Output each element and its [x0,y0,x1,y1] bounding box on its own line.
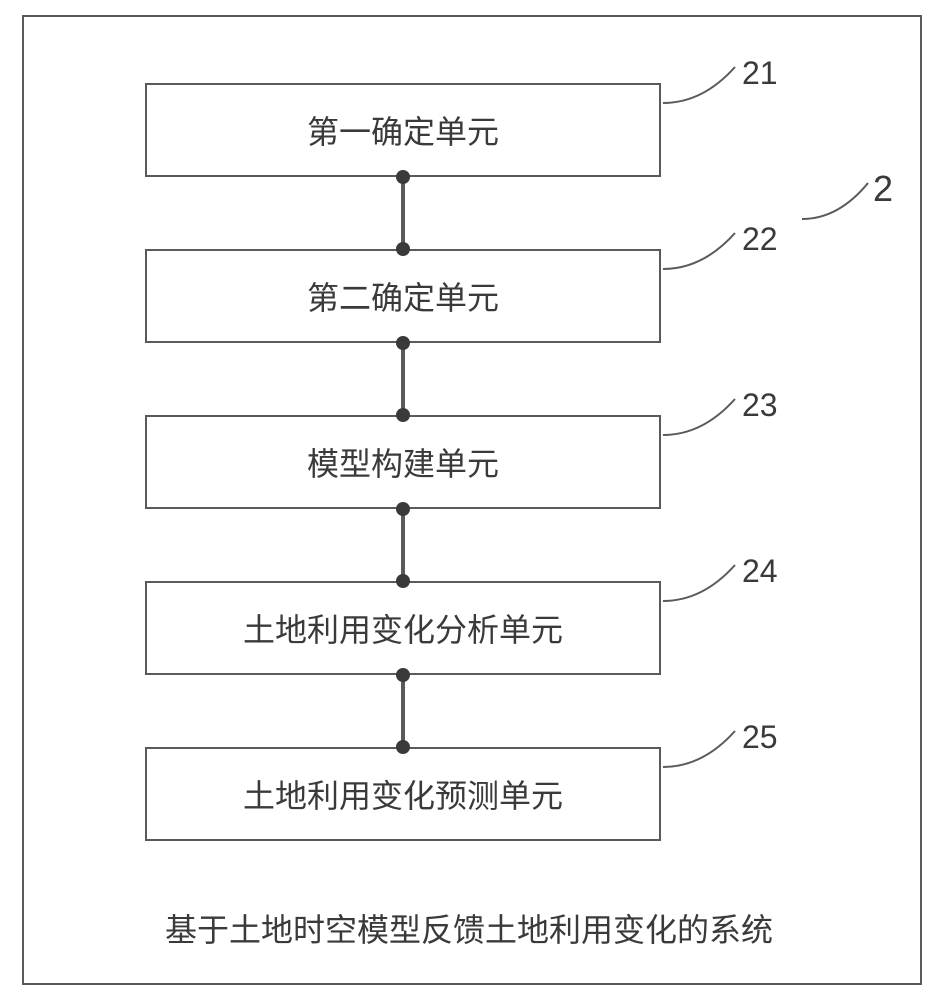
edge-1-dot-top [396,170,410,184]
edge-1 [401,177,405,249]
edge-4-dot-top [396,668,410,682]
unit-label: 土地利用变化预测单元 [243,771,563,817]
edge-3-dot-top [396,502,410,516]
callout-arc-23 [661,397,737,437]
callout-arc-21 [661,65,737,105]
callout-num-22: 22 [742,221,778,258]
callout-num-21: 21 [742,55,778,92]
unit-box-24: 土地利用变化分析单元 [145,581,661,675]
callout-arc-24 [661,563,737,603]
callout-num-25: 25 [742,719,778,756]
unit-box-21: 第一确定单元 [145,83,661,177]
unit-label: 土地利用变化分析单元 [243,605,563,651]
diagram-caption: 基于土地时空模型反馈土地利用变化的系统 [165,905,773,951]
unit-label: 第二确定单元 [307,273,499,319]
unit-box-22: 第二确定单元 [145,249,661,343]
diagram-canvas: 第一确定单元 第二确定单元 模型构建单元 土地利用变化分析单元 土地利用变化预测… [0,0,947,1000]
callout-num-23: 23 [742,387,778,424]
unit-label: 第一确定单元 [307,107,499,153]
edge-2 [401,343,405,415]
edge-2-dot-top [396,336,410,350]
edge-3 [401,509,405,581]
unit-box-23: 模型构建单元 [145,415,661,509]
edge-2-dot-bottom [396,408,410,422]
edge-4-dot-bottom [396,740,410,754]
callout-arc-outer [800,181,870,221]
edge-1-dot-bottom [396,242,410,256]
unit-box-25: 土地利用变化预测单元 [145,747,661,841]
callout-arc-22 [661,231,737,271]
edge-3-dot-bottom [396,574,410,588]
callout-arc-25 [661,729,737,769]
unit-label: 模型构建单元 [307,439,499,485]
edge-4 [401,675,405,747]
callout-num-24: 24 [742,553,778,590]
callout-num-outer: 2 [873,168,893,210]
